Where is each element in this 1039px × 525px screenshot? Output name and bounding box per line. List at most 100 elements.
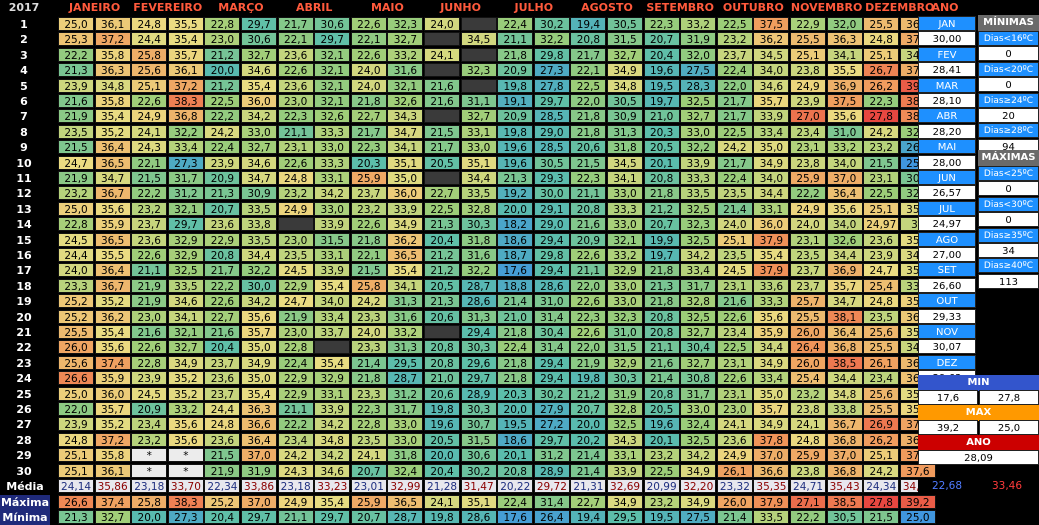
temp-cell[interactable]: 33,9 [314, 217, 351, 232]
temp-cell[interactable]: 32,7 [460, 109, 497, 124]
temp-cell[interactable]: 23,8 [790, 63, 827, 78]
temp-cell[interactable]: 22,7 [350, 109, 387, 124]
temp-cell[interactable]: 23,2 [716, 32, 753, 47]
temp-cell[interactable]: 36,0 [387, 186, 424, 201]
temp-cell[interactable]: 37,2 [167, 78, 204, 93]
temp-cell[interactable]: 31,5 [607, 340, 644, 355]
temp-cell[interactable]: 32,2 [680, 140, 717, 155]
temp-cell[interactable]: 20,5 [643, 402, 680, 416]
temp-cell[interactable]: 34,3 [387, 109, 424, 124]
temp-cell[interactable]: 21,9 [58, 109, 95, 124]
temp-cell[interactable]: 34,1 [387, 140, 424, 155]
temp-cell[interactable]: 20,5 [424, 155, 461, 170]
temp-cell[interactable]: 21,2 [424, 263, 461, 278]
temp-cell[interactable]: 34,8 [314, 432, 351, 447]
temp-cell[interactable]: 31,4 [533, 340, 570, 355]
temp-cell[interactable]: 20,0 [497, 201, 534, 216]
temp-cell[interactable]: 20,4 [204, 340, 241, 355]
temp-cell[interactable]: 23,2 [863, 140, 900, 155]
temp-cell[interactable]: 36,8 [826, 463, 863, 478]
temp-cell[interactable]: 35,0 [387, 171, 424, 185]
temp-cell[interactable]: 32,7 [241, 47, 278, 62]
temp-cell[interactable]: 30,3 [460, 402, 497, 416]
temp-cell[interactable]: 29,1 [533, 201, 570, 216]
temp-cell[interactable]: 29,0 [533, 124, 570, 139]
temp-cell[interactable]: 20,8 [570, 201, 607, 216]
temp-cell[interactable]: 20,7 [350, 463, 387, 478]
temp-cell[interactable]: 33,9 [607, 463, 644, 478]
temp-cell[interactable]: 22,3 [570, 309, 607, 324]
temp-cell[interactable]: 25,9 [350, 171, 387, 185]
temp-cell[interactable]: 22,9 [204, 232, 241, 247]
temp-cell[interactable]: 25,5 [790, 309, 827, 324]
temp-cell[interactable]: 21,9 [58, 171, 95, 185]
temp-cell[interactable]: 35,7 [826, 278, 863, 293]
temp-cell[interactable]: 33,2 [387, 325, 424, 339]
temp-cell[interactable]: 32,7 [680, 355, 717, 370]
temp-cell[interactable]: 34,2 [314, 186, 351, 201]
temp-cell[interactable]: 35,9 [753, 325, 790, 339]
temp-cell[interactable]: 24,7 [863, 263, 900, 278]
temp-cell[interactable]: 34,8 [826, 386, 863, 401]
temp-cell[interactable]: 20,8 [497, 463, 534, 478]
temp-cell[interactable]: 34,1 [167, 309, 204, 324]
temp-cell[interactable]: 29,3 [533, 171, 570, 185]
temp-cell[interactable]: 18,6 [497, 232, 534, 247]
temp-cell[interactable]: 26,9 [863, 417, 900, 432]
temp-cell[interactable]: 36,7 [826, 417, 863, 432]
temp-cell[interactable]: 36,1 [167, 63, 204, 78]
temp-cell[interactable]: 24,8 [863, 32, 900, 47]
temp-cell[interactable]: 32,5 [167, 263, 204, 278]
temp-cell[interactable]: 32,3 [460, 63, 497, 78]
temp-cell[interactable]: 19,7 [643, 94, 680, 108]
temp-cell[interactable]: 21,6 [131, 325, 168, 339]
temp-cell[interactable]: 21,4 [497, 294, 534, 309]
temp-cell[interactable]: 34,9 [387, 217, 424, 232]
temp-cell[interactable]: 34,7 [826, 294, 863, 309]
temp-cell[interactable]: 25,3 [58, 32, 95, 47]
temp-cell[interactable]: 33,4 [753, 371, 790, 386]
temp-cell[interactable]: 31,6 [387, 63, 424, 78]
temp-cell[interactable]: * [167, 448, 204, 463]
temp-cell[interactable]: 32,3 [607, 309, 644, 324]
temp-cell[interactable]: 22,6 [277, 63, 314, 78]
temp-cell[interactable]: 21,8 [350, 232, 387, 247]
temp-cell[interactable]: 18,8 [497, 278, 534, 293]
temp-cell[interactable]: 24,8 [863, 294, 900, 309]
temp-cell[interactable]: 35,4 [94, 109, 131, 124]
temp-cell[interactable]: 35,0 [753, 386, 790, 401]
temp-cell[interactable]: 25,8 [131, 47, 168, 62]
temp-cell[interactable]: 22,6 [204, 294, 241, 309]
temp-cell[interactable]: 26,0 [58, 340, 95, 355]
temp-cell[interactable]: 35,0 [241, 371, 278, 386]
temp-cell[interactable]: 23,5 [863, 309, 900, 324]
temp-cell[interactable]: 30,5 [607, 17, 644, 31]
ano-month-label[interactable]: MAR [918, 77, 976, 93]
temp-cell[interactable]: 22,1 [131, 155, 168, 170]
temp-cell[interactable]: 21,9 [204, 463, 241, 478]
temp-cell[interactable]: 34,4 [826, 248, 863, 262]
temp-cell[interactable]: 29,7 [167, 217, 204, 232]
temp-cell[interactable]: 23,7 [790, 278, 827, 293]
temp-cell[interactable]: 25,2 [58, 309, 95, 324]
temp-cell[interactable]: 23,8 [790, 402, 827, 416]
temp-cell[interactable]: 37,2 [94, 432, 131, 447]
temp-cell[interactable]: 23,9 [58, 417, 95, 432]
temp-cell[interactable]: 24,9 [131, 109, 168, 124]
temp-cell[interactable]: 23,5 [350, 432, 387, 447]
temp-cell[interactable]: 23,2 [58, 186, 95, 201]
temp-cell[interactable]: 32,9 [607, 263, 644, 278]
temp-cell[interactable]: 30,2 [533, 17, 570, 31]
temp-cell[interactable]: 34,8 [607, 78, 644, 93]
temp-cell[interactable]: 20,6 [424, 309, 461, 324]
temp-cell[interactable]: 24,1 [350, 448, 387, 463]
temp-cell[interactable]: 35,2 [167, 386, 204, 401]
temp-cell[interactable]: 19,8 [424, 402, 461, 416]
temp-cell[interactable]: 21,6 [716, 294, 753, 309]
temp-cell[interactable]: 32,7 [167, 340, 204, 355]
temp-cell[interactable]: 26,2 [863, 432, 900, 447]
temp-cell[interactable]: 31,1 [460, 94, 497, 108]
temp-cell[interactable]: 33,1 [314, 248, 351, 262]
temp-cell[interactable]: 21,8 [497, 355, 534, 370]
temp-cell[interactable]: 25,0 [58, 17, 95, 31]
